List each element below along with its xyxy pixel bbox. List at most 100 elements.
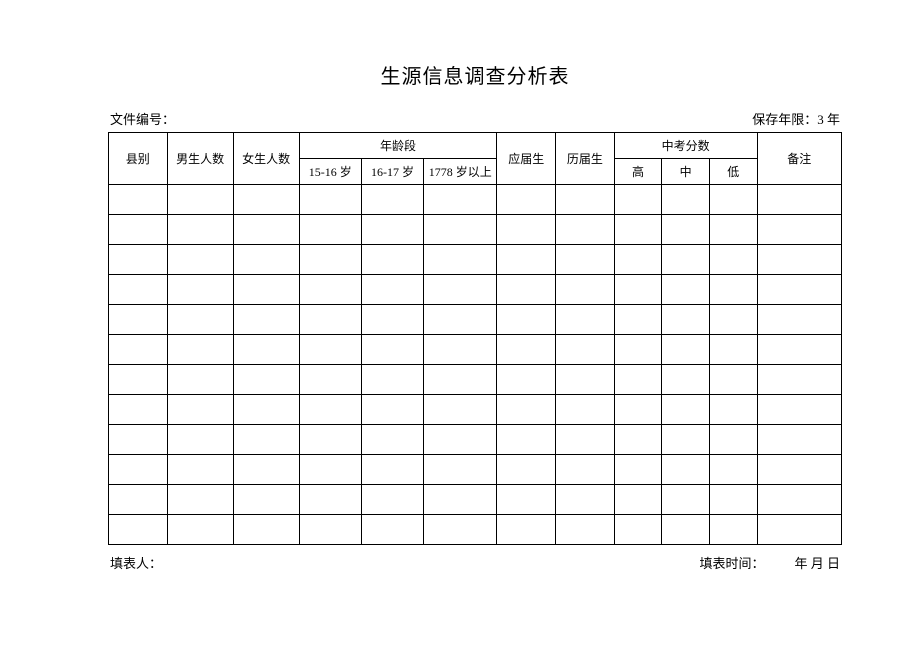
table-cell	[757, 515, 841, 545]
meta-row: 文件编号： 保存年限：3 年	[108, 109, 842, 128]
table-cell	[757, 215, 841, 245]
table-cell	[233, 245, 299, 275]
table-cell	[167, 185, 233, 215]
table-cell	[662, 455, 710, 485]
table-cell	[497, 245, 556, 275]
table-cell	[299, 455, 361, 485]
table-cell	[709, 245, 757, 275]
table-row	[109, 365, 842, 395]
table-cell	[614, 245, 662, 275]
table-cell	[709, 395, 757, 425]
table-cell	[361, 515, 423, 545]
table-cell	[497, 305, 556, 335]
table-cell	[361, 425, 423, 455]
table-cell	[424, 455, 497, 485]
footer-row: 填表人： 填表时间： 年 月 日	[108, 553, 842, 572]
table-cell	[662, 485, 710, 515]
table-row	[109, 515, 842, 545]
th-high: 高	[614, 159, 662, 185]
table-cell	[167, 245, 233, 275]
table-cell	[233, 305, 299, 335]
table-cell	[757, 455, 841, 485]
table-cell	[497, 425, 556, 455]
table-cell	[167, 215, 233, 245]
table-cell	[109, 365, 168, 395]
table-cell	[662, 395, 710, 425]
table-cell	[556, 425, 615, 455]
table-cell	[299, 485, 361, 515]
table-cell	[167, 275, 233, 305]
date-text: 年 月 日	[794, 553, 840, 572]
table-cell	[424, 485, 497, 515]
table-cell	[299, 245, 361, 275]
table-cell	[361, 365, 423, 395]
th-age-16-17: 16-17 岁	[361, 159, 423, 185]
table-cell	[233, 455, 299, 485]
table-cell	[497, 515, 556, 545]
retention-label: 保存年限：3 年	[752, 109, 840, 128]
page-title: 生源信息调查分析表	[108, 60, 842, 89]
table-cell	[497, 335, 556, 365]
th-age-15-16: 15-16 岁	[299, 159, 361, 185]
table-cell	[109, 335, 168, 365]
table-row	[109, 215, 842, 245]
table-cell	[556, 245, 615, 275]
table-cell	[556, 485, 615, 515]
table-cell	[556, 515, 615, 545]
table-cell	[662, 335, 710, 365]
table-cell	[109, 485, 168, 515]
th-male-count: 男生人数	[167, 133, 233, 185]
table-cell	[709, 275, 757, 305]
table-cell	[299, 515, 361, 545]
table-cell	[556, 395, 615, 425]
table-cell	[709, 515, 757, 545]
table-cell	[614, 335, 662, 365]
th-fresh: 应届生	[497, 133, 556, 185]
table-cell	[424, 515, 497, 545]
table-cell	[614, 275, 662, 305]
table-cell	[709, 425, 757, 455]
table-cell	[167, 395, 233, 425]
table-cell	[424, 275, 497, 305]
th-exam-score: 中考分数	[614, 133, 757, 159]
table-cell	[299, 275, 361, 305]
table-cell	[361, 185, 423, 215]
table-cell	[233, 515, 299, 545]
table-cell	[556, 335, 615, 365]
table-cell	[556, 185, 615, 215]
table-row	[109, 245, 842, 275]
table-cell	[233, 485, 299, 515]
table-cell	[757, 335, 841, 365]
table-cell	[614, 185, 662, 215]
table-cell	[497, 185, 556, 215]
table-cell	[662, 365, 710, 395]
survey-table: 县别 男生人数 女生人数 年龄段 应届生 历届生 中考分数 备注 15-16 岁…	[108, 132, 842, 545]
table-cell	[614, 425, 662, 455]
table-cell	[299, 395, 361, 425]
table-cell	[233, 215, 299, 245]
table-cell	[109, 275, 168, 305]
th-mid: 中	[662, 159, 710, 185]
table-cell	[614, 305, 662, 335]
table-cell	[757, 365, 841, 395]
table-cell	[424, 305, 497, 335]
table-cell	[614, 395, 662, 425]
table-cell	[233, 275, 299, 305]
table-cell	[497, 485, 556, 515]
table-row	[109, 425, 842, 455]
table-cell	[757, 485, 841, 515]
table-cell	[424, 185, 497, 215]
table-cell	[556, 365, 615, 395]
table-cell	[109, 425, 168, 455]
table-cell	[233, 365, 299, 395]
table-cell	[299, 335, 361, 365]
table-cell	[167, 515, 233, 545]
table-row	[109, 305, 842, 335]
table-cell	[167, 365, 233, 395]
table-cell	[497, 395, 556, 425]
table-cell	[662, 305, 710, 335]
table-cell	[299, 365, 361, 395]
table-cell	[167, 455, 233, 485]
file-number-label: 文件编号：	[110, 109, 175, 128]
table-cell	[662, 425, 710, 455]
